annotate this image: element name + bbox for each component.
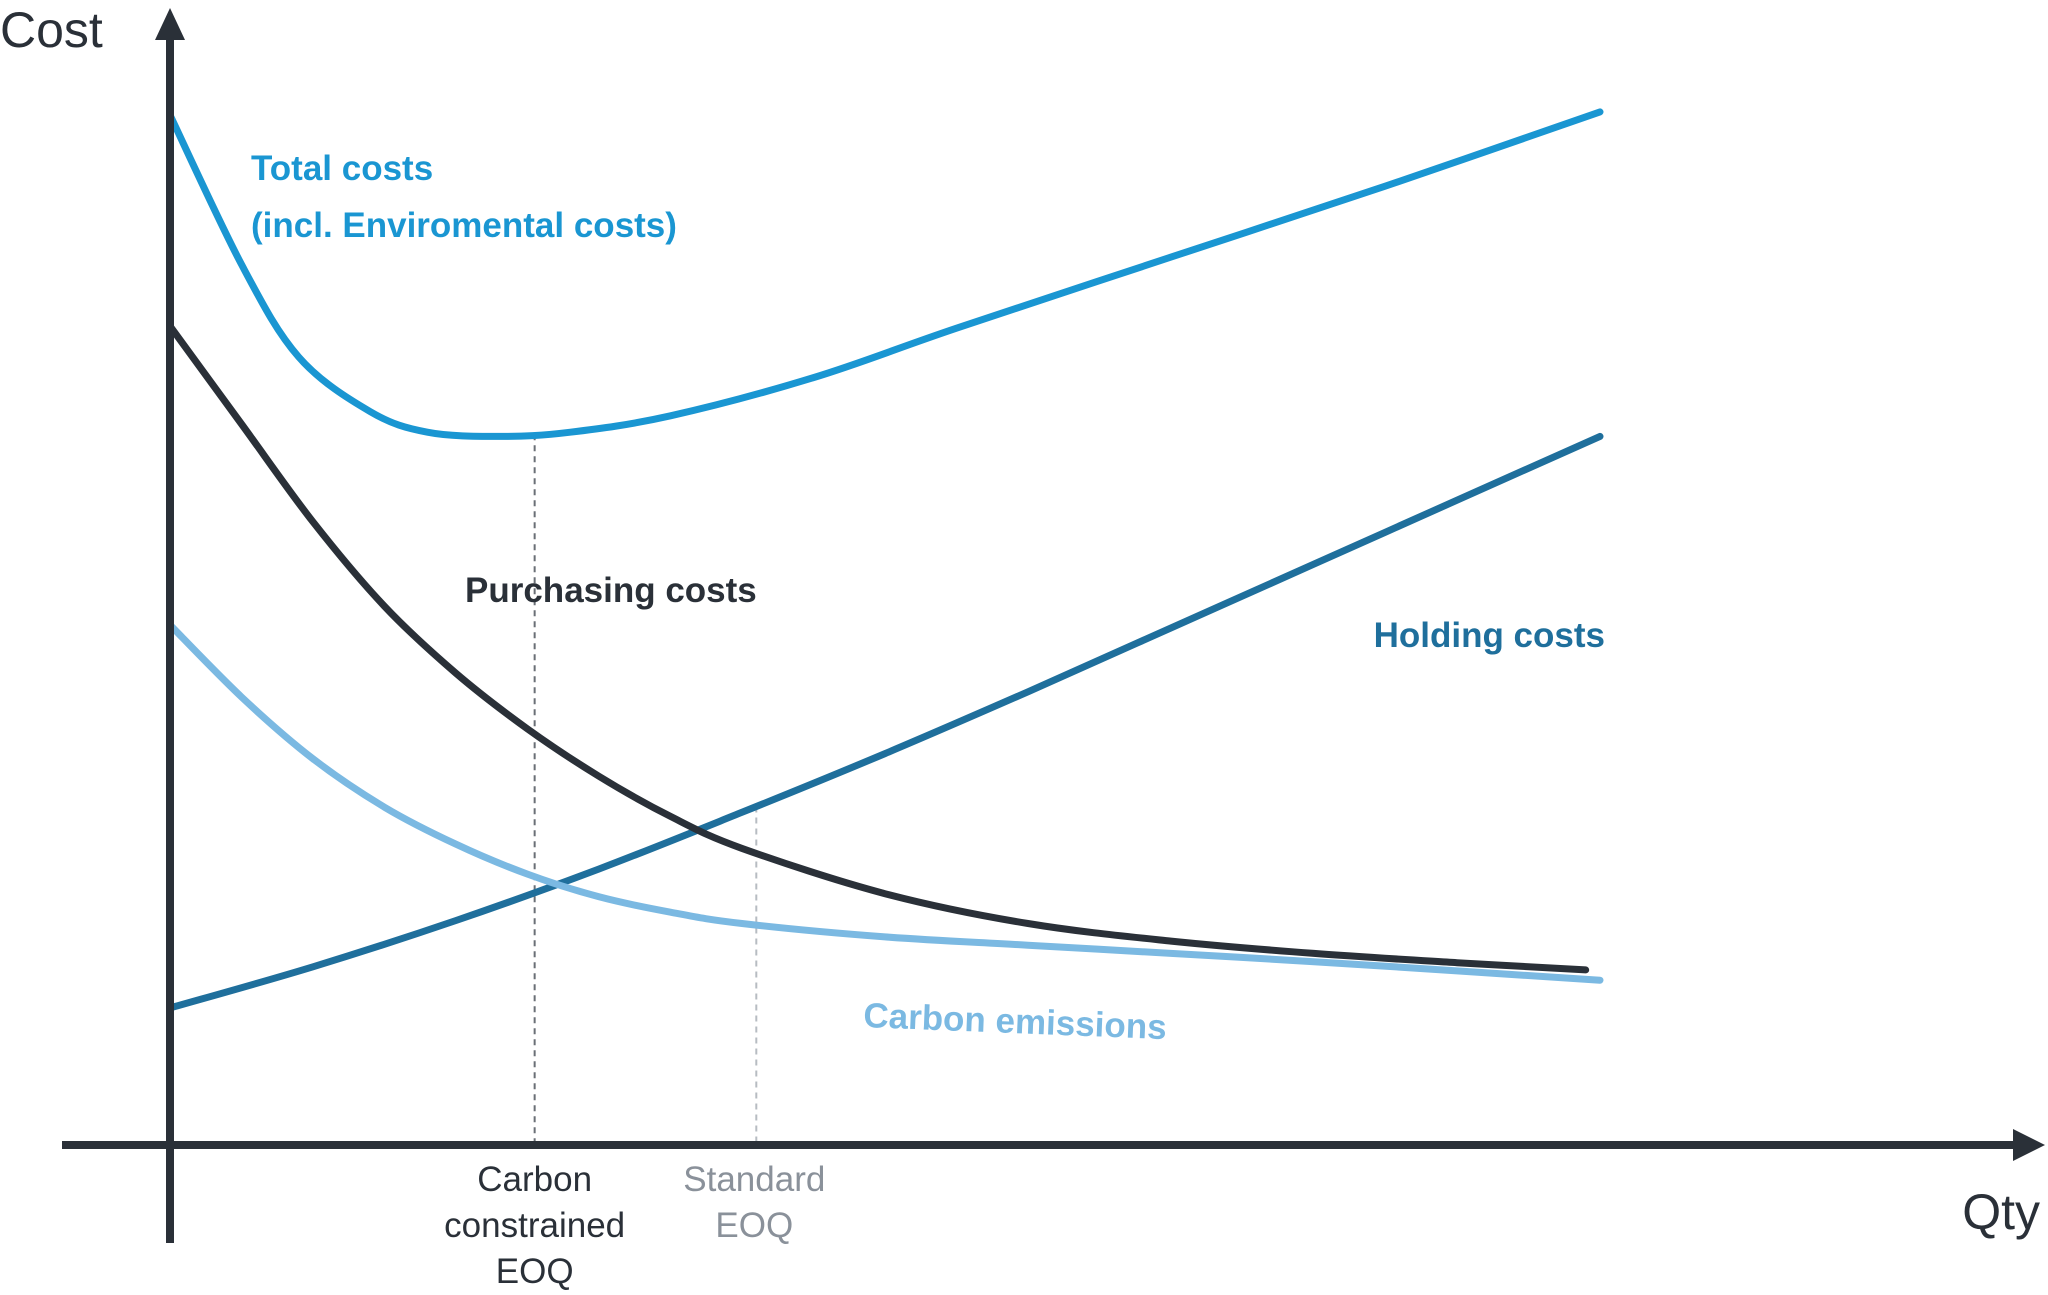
y-axis-title: Cost: [0, 2, 103, 58]
standard-eoq-label: EOQ: [715, 1206, 793, 1245]
total-costs-sublabel: (incl. Enviromental costs): [251, 206, 677, 245]
carbon-emissions-label: Carbon emissions: [863, 996, 1168, 1047]
total-costs-line: [166, 108, 1604, 440]
holding-costs-line: [166, 432, 1604, 1012]
purchasing-costs-line: [166, 322, 1590, 974]
total-costs-label: Total costs: [251, 149, 433, 188]
purchasing-costs-label: Purchasing costs: [465, 571, 757, 610]
carbon-emissions-line: [166, 621, 1604, 984]
carbon-constrained-eoq-label: Carbon: [477, 1160, 592, 1199]
y-axis-arrow-icon: [155, 8, 185, 40]
carbon-constrained-eoq-label: EOQ: [496, 1252, 574, 1291]
x-axis-title: Qty: [1962, 1184, 2040, 1240]
standard-eoq-label: Standard: [683, 1160, 825, 1199]
holding-costs-label: Holding costs: [1374, 616, 1605, 655]
x-axis-arrow-icon: [2013, 1129, 2045, 1161]
carbon-constrained-eoq-label: constrained: [444, 1206, 625, 1245]
